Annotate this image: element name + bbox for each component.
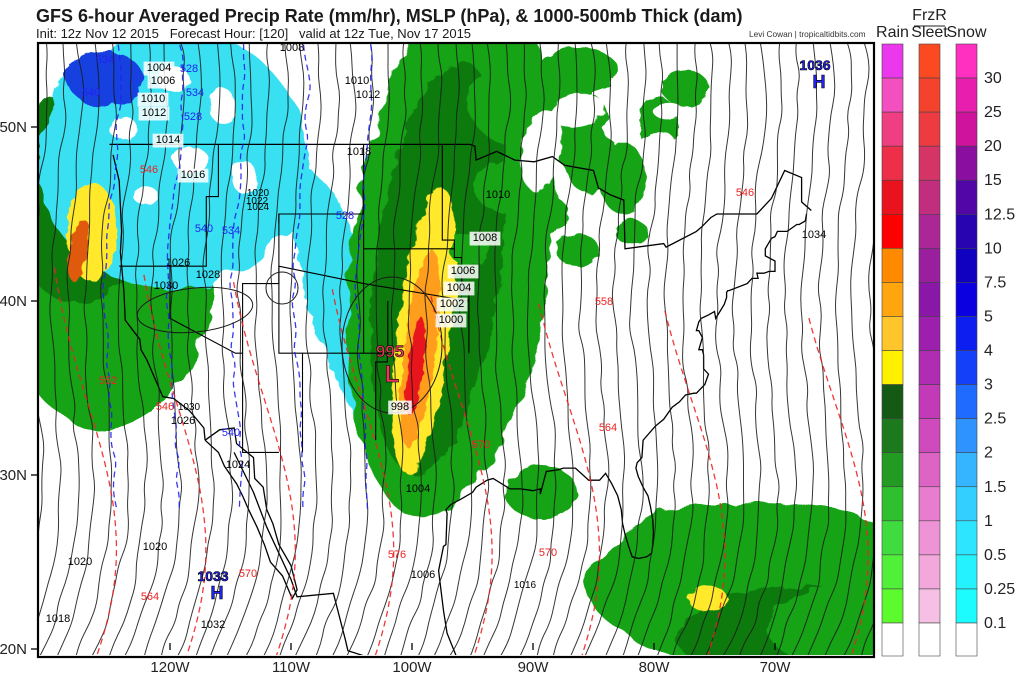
svg-text:1014: 1014 xyxy=(156,134,180,146)
svg-text:40N: 40N xyxy=(0,293,27,310)
svg-text:1018: 1018 xyxy=(46,613,70,625)
svg-text:2: 2 xyxy=(984,445,993,462)
svg-text:1024: 1024 xyxy=(247,202,270,213)
svg-text:540: 540 xyxy=(82,87,100,99)
svg-text:570: 570 xyxy=(472,439,490,451)
svg-text:80W: 80W xyxy=(639,659,671,676)
svg-text:Rain: Rain xyxy=(876,24,909,41)
svg-text:1006: 1006 xyxy=(411,569,435,581)
svg-text:1033: 1033 xyxy=(197,568,228,584)
svg-text:30: 30 xyxy=(984,70,1002,87)
svg-text:534: 534 xyxy=(96,54,114,66)
svg-text:L: L xyxy=(385,361,400,388)
svg-text:534: 534 xyxy=(186,87,204,99)
svg-text:1036: 1036 xyxy=(799,57,830,73)
svg-text:H: H xyxy=(813,72,826,92)
svg-text:1010: 1010 xyxy=(486,189,510,201)
svg-text:1.5: 1.5 xyxy=(984,479,1006,496)
svg-text:1004: 1004 xyxy=(447,282,471,294)
svg-text:528: 528 xyxy=(184,111,202,123)
svg-text:1016: 1016 xyxy=(514,580,537,591)
svg-text:70W: 70W xyxy=(760,659,792,676)
svg-text:1006: 1006 xyxy=(451,265,475,277)
svg-text:Snow: Snow xyxy=(946,24,986,41)
svg-text:120W: 120W xyxy=(150,659,190,676)
svg-text:558: 558 xyxy=(595,296,613,308)
svg-text:528: 528 xyxy=(180,63,198,75)
svg-text:576: 576 xyxy=(388,549,406,561)
svg-text:534: 534 xyxy=(222,225,240,237)
svg-text:1020: 1020 xyxy=(143,541,167,553)
svg-text:552: 552 xyxy=(99,375,117,387)
svg-text:5: 5 xyxy=(984,309,993,326)
svg-text:2.5: 2.5 xyxy=(984,411,1006,428)
svg-text:1032: 1032 xyxy=(201,619,225,631)
svg-text:1034: 1034 xyxy=(802,229,826,241)
svg-text:570: 570 xyxy=(239,568,257,580)
svg-text:1030: 1030 xyxy=(178,402,201,413)
svg-text:0.1: 0.1 xyxy=(984,615,1006,632)
svg-text:1030: 1030 xyxy=(154,280,178,292)
svg-text:3: 3 xyxy=(984,377,993,394)
svg-text:1016: 1016 xyxy=(181,169,205,181)
svg-text:7.5: 7.5 xyxy=(984,274,1006,291)
svg-text:546: 546 xyxy=(736,187,754,199)
svg-text:1010: 1010 xyxy=(345,75,369,87)
svg-text:30N: 30N xyxy=(0,467,27,484)
svg-text:1002: 1002 xyxy=(440,298,464,310)
svg-text:995: 995 xyxy=(376,342,404,361)
svg-text:Sleet: Sleet xyxy=(911,24,948,41)
svg-text:1006: 1006 xyxy=(151,75,175,87)
svg-text:1026: 1026 xyxy=(171,415,195,427)
svg-text:540: 540 xyxy=(195,223,213,235)
svg-text:1000: 1000 xyxy=(439,314,463,326)
svg-text:564: 564 xyxy=(599,422,617,434)
svg-text:15: 15 xyxy=(984,172,1002,189)
svg-text:10: 10 xyxy=(984,240,1002,257)
svg-text:FrzR: FrzR xyxy=(912,7,947,24)
svg-text:540: 540 xyxy=(222,427,240,439)
svg-text:0.5: 0.5 xyxy=(984,547,1006,564)
svg-text:1008: 1008 xyxy=(473,232,497,244)
svg-text:1010: 1010 xyxy=(141,93,165,105)
svg-text:564: 564 xyxy=(141,591,159,603)
svg-text:12.5: 12.5 xyxy=(984,206,1015,223)
svg-text:570: 570 xyxy=(539,547,557,559)
svg-text:90W: 90W xyxy=(518,659,550,676)
svg-text:20N: 20N xyxy=(0,641,27,658)
svg-text:1026: 1026 xyxy=(166,257,190,269)
svg-text:1012: 1012 xyxy=(142,107,166,119)
svg-text:998: 998 xyxy=(391,401,409,413)
svg-text:20: 20 xyxy=(984,138,1002,155)
svg-text:528: 528 xyxy=(336,210,354,222)
svg-text:1004: 1004 xyxy=(147,62,171,74)
svg-text:1024: 1024 xyxy=(226,459,250,471)
svg-text:546: 546 xyxy=(156,401,174,413)
svg-text:1: 1 xyxy=(984,513,993,530)
svg-text:50N: 50N xyxy=(0,119,27,136)
svg-text:H: H xyxy=(211,583,224,603)
svg-text:100W: 100W xyxy=(392,659,432,676)
svg-text:4: 4 xyxy=(984,343,993,360)
svg-text:1028: 1028 xyxy=(196,269,220,281)
svg-text:546: 546 xyxy=(140,164,158,176)
svg-text:25: 25 xyxy=(984,104,1002,121)
svg-text:1020: 1020 xyxy=(68,556,92,568)
svg-text:1012: 1012 xyxy=(356,89,380,101)
svg-text:110W: 110W xyxy=(272,659,311,676)
svg-text:0.25: 0.25 xyxy=(984,581,1015,598)
svg-text:1004: 1004 xyxy=(406,483,430,495)
svg-text:1018: 1018 xyxy=(347,146,371,158)
